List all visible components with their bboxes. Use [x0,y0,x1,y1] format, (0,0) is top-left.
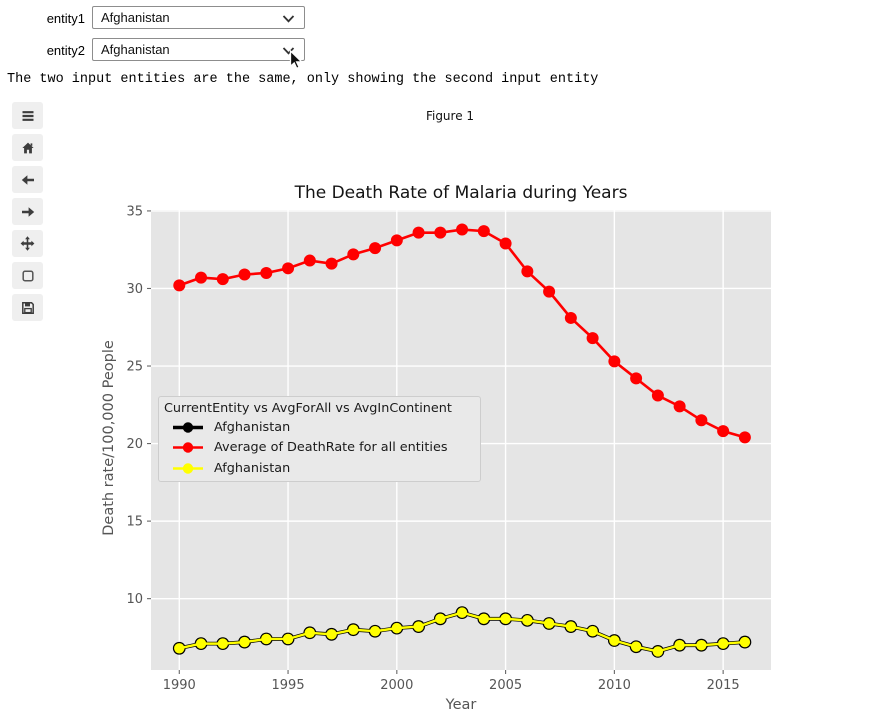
entity1-label: entity1 [46,11,85,26]
x-axis-label: Year [445,697,477,713]
chevron-down-icon [282,47,295,55]
svg-text:15: 15 [126,515,143,530]
svg-text:2015: 2015 [707,678,740,693]
line-marker-swatch [173,442,203,453]
legend-label: Afghanistan [214,460,291,476]
chart-title: The Death Rate of Malaria during Years [294,183,628,203]
svg-text:10: 10 [126,592,143,607]
legend-item: Afghanistan [159,458,480,479]
pan-move-icon [20,236,35,251]
legend-label: Average of DeathRate for all entities [214,440,448,456]
legend-item: Afghanistan [159,417,480,438]
svg-text:25: 25 [126,360,143,375]
zoom-to-rect-button[interactable] [12,262,43,289]
entity2-select[interactable]: Afghanistan [92,38,305,61]
entity1-selected-value: Afghanistan [101,10,170,25]
svg-text:2000: 2000 [380,678,413,693]
forward-arrow-icon [21,206,34,217]
pan-button[interactable] [12,230,43,257]
line-marker-swatch [173,463,203,474]
legend-title: CurrentEntity vs AvgForAll vs AvgInConti… [164,401,452,416]
y-axis-label: Death rate/100,000 People [101,340,117,536]
legend-item: Average of DeathRate for all entities [159,438,480,459]
svg-text:20: 20 [126,437,143,452]
save-button[interactable] [12,294,43,321]
svg-text:1995: 1995 [272,678,305,693]
zoom-rect-icon [21,269,34,282]
svg-text:30: 30 [126,282,143,297]
menu-icon [22,110,33,121]
entity1-select[interactable]: Afghanistan [92,6,305,29]
menu-button[interactable] [12,102,43,129]
svg-text:2010: 2010 [598,678,631,693]
back-button[interactable] [12,166,43,193]
status-message: The two input entities are the same, onl… [7,72,599,87]
save-icon [21,301,34,314]
entity2-selected-value: Afghanistan [101,42,170,57]
svg-text:1990: 1990 [163,678,196,693]
home-icon [21,142,34,153]
figure-caption: Figure 1 [425,109,475,123]
chart-legend: CurrentEntity vs AvgForAll vs AvgInConti… [158,396,481,482]
svg-text:2005: 2005 [489,678,522,693]
home-button[interactable] [12,134,43,161]
line-marker-swatch [173,422,203,433]
back-arrow-icon [21,174,34,185]
legend-label: Afghanistan [214,419,291,435]
entity2-label: entity2 [46,43,85,58]
chevron-down-icon [282,15,295,23]
svg-text:35: 35 [126,204,143,219]
forward-button[interactable] [12,198,43,225]
mouse-cursor-icon [289,50,304,70]
